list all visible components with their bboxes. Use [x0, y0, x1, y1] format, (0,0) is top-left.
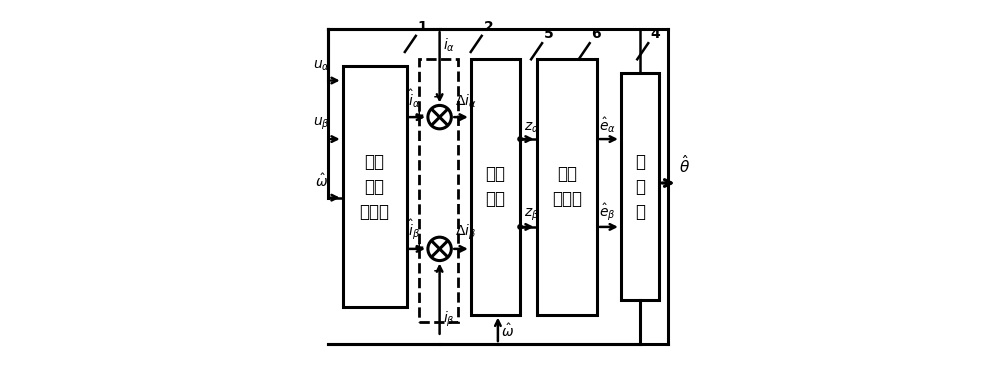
- Circle shape: [428, 237, 451, 261]
- Bar: [471, 59, 520, 315]
- Text: $u_\alpha$: $u_\alpha$: [313, 59, 330, 73]
- Text: $\hat{\omega}$: $\hat{\omega}$: [315, 173, 328, 190]
- Text: $i_\alpha$: $i_\alpha$: [443, 37, 455, 54]
- Text: $z_\beta$: $z_\beta$: [524, 207, 539, 223]
- Bar: [343, 66, 407, 307]
- Text: +: +: [414, 240, 424, 254]
- Circle shape: [428, 105, 451, 129]
- Bar: [537, 59, 597, 315]
- Text: 电流
状态
观测器: 电流 状态 观测器: [360, 153, 390, 221]
- Bar: [419, 59, 458, 322]
- Text: $\hat{i}_\beta$: $\hat{i}_\beta$: [409, 217, 420, 242]
- Text: 5: 5: [544, 27, 554, 41]
- Text: $\hat{\omega}$: $\hat{\omega}$: [501, 323, 514, 340]
- Text: $u_\beta$: $u_\beta$: [313, 115, 330, 132]
- Text: 低通
滤波器: 低通 滤波器: [552, 165, 582, 208]
- Text: $\hat{e}_\beta$: $\hat{e}_\beta$: [599, 202, 615, 223]
- Text: 4: 4: [650, 27, 660, 41]
- Text: 切换
函数: 切换 函数: [485, 165, 505, 208]
- Text: $\hat{e}_\alpha$: $\hat{e}_\alpha$: [599, 116, 616, 135]
- Text: $\Delta i_\alpha$: $\Delta i_\alpha$: [455, 92, 477, 110]
- Text: $i_\beta$: $i_\beta$: [443, 310, 454, 329]
- Text: $z_\alpha$: $z_\alpha$: [524, 121, 539, 135]
- Text: 2: 2: [484, 20, 493, 34]
- Text: +: +: [414, 109, 424, 122]
- Text: $\hat{\theta}$: $\hat{\theta}$: [679, 154, 690, 176]
- Text: $\Delta i_\beta$: $\Delta i_\beta$: [455, 222, 476, 242]
- Circle shape: [517, 224, 523, 230]
- Text: 1: 1: [418, 20, 427, 34]
- Text: −: −: [433, 90, 443, 104]
- Text: 锁
相
环: 锁 相 环: [635, 153, 645, 221]
- Bar: [621, 73, 659, 300]
- Text: −: −: [433, 264, 443, 277]
- Circle shape: [517, 136, 523, 142]
- Text: $\hat{i}_\alpha$: $\hat{i}_\alpha$: [409, 87, 421, 110]
- Text: 6: 6: [592, 27, 601, 41]
